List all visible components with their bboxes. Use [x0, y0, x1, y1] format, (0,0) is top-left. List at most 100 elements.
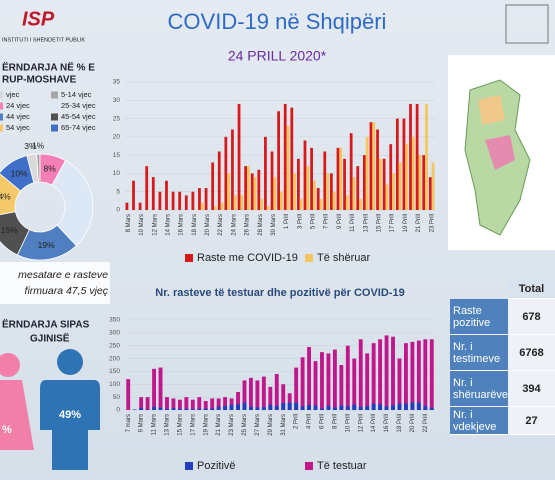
bar — [158, 407, 163, 410]
bar — [151, 177, 155, 210]
bar — [242, 402, 247, 410]
bar — [395, 118, 399, 210]
x-tick-label: 20 Prill — [410, 414, 416, 432]
bar — [378, 339, 383, 410]
bar — [165, 397, 169, 410]
table-row: Raste pozitive 678 — [450, 299, 555, 335]
male-icon — [40, 380, 100, 470]
x-tick-label: 8 Mars — [126, 214, 132, 232]
bar — [287, 393, 292, 410]
bar — [270, 151, 274, 210]
y-tick-label: 200 — [109, 355, 120, 362]
bar — [416, 340, 421, 410]
bar — [125, 202, 129, 210]
bar — [391, 336, 395, 410]
bar — [428, 177, 432, 210]
bar — [244, 166, 248, 210]
x-tick-label: 14 Mars — [165, 214, 171, 236]
bar — [145, 166, 149, 210]
bar — [384, 335, 389, 410]
institute: INSTITUTI I SHËNDETIT PUBLIK — [2, 36, 85, 43]
legend-label: 44 vjec — [6, 112, 30, 121]
x-tick-label: 11 Prill — [350, 214, 356, 232]
pie-label: 15% — [1, 225, 18, 235]
gender-title: ËRNDARJA SIPAS — [2, 318, 90, 331]
bar — [345, 195, 349, 210]
bar — [336, 147, 340, 210]
bar — [240, 195, 244, 210]
bar — [397, 403, 402, 410]
bar — [352, 404, 357, 410]
pie-label: 8% — [44, 163, 57, 173]
female-label: % — [2, 424, 12, 436]
bar — [365, 136, 369, 210]
legend-label: 5-14 vjec — [61, 90, 92, 99]
bar — [323, 151, 327, 210]
bar — [411, 136, 415, 210]
legend-label: Të testuar — [317, 460, 367, 472]
bar — [349, 133, 353, 210]
bar — [310, 147, 313, 210]
legend-label: Pozitivë — [197, 460, 236, 472]
bar — [203, 408, 208, 410]
bar — [307, 405, 311, 410]
bar — [281, 384, 286, 410]
bar — [177, 399, 182, 410]
note: firmuara 47,5 vjeç — [25, 285, 109, 297]
bar — [397, 358, 402, 410]
bar — [320, 352, 324, 410]
table-value: 6768 — [508, 335, 555, 371]
bar — [274, 405, 279, 410]
bar — [138, 202, 142, 210]
legend-swatch — [51, 91, 58, 99]
bar — [423, 339, 428, 410]
bar — [359, 199, 362, 210]
bar — [398, 162, 402, 210]
bar — [274, 374, 279, 410]
x-tick-label: 6 Prill — [320, 414, 326, 429]
x-tick-label: 31 Mars — [281, 414, 287, 436]
bar — [422, 155, 426, 210]
bar — [372, 122, 376, 210]
x-tick-label: 19 Prill — [403, 214, 409, 232]
bar — [184, 397, 189, 410]
pie-label: 1% — [32, 140, 45, 150]
bar — [332, 349, 337, 410]
bar — [158, 191, 162, 210]
bar — [299, 199, 303, 210]
x-tick-label: 25 Mars — [242, 414, 248, 436]
bar — [280, 191, 283, 210]
y-tick-label: 350 — [109, 317, 120, 324]
bar — [312, 180, 316, 210]
legend-swatch — [51, 102, 58, 110]
x-tick-label: 13 Mars — [165, 414, 171, 436]
bar — [261, 376, 266, 410]
legend-swatch — [0, 124, 3, 132]
bar — [313, 361, 318, 410]
bar — [339, 365, 344, 410]
bar — [229, 404, 234, 410]
bar — [382, 158, 386, 210]
x-tick-label: 14 Prill — [371, 414, 377, 432]
bar — [249, 406, 253, 410]
table-row: Nr. i testimeve 6768 — [450, 335, 555, 371]
bar — [343, 158, 346, 210]
age-title: ËRNDARJA NË % E — [2, 61, 95, 74]
x-tick-label: 24 Mars — [231, 214, 237, 236]
legend-label: 24 vjec — [6, 101, 30, 110]
bar — [371, 403, 376, 410]
x-tick-label: 30 Mars — [271, 214, 277, 236]
note: mesatare e rasteve — [18, 269, 108, 281]
x-tick-label: 23 Prill — [429, 214, 435, 232]
bar — [402, 118, 406, 210]
x-tick-label: 17 Prill — [390, 214, 396, 232]
bar — [220, 202, 224, 210]
bar — [378, 404, 383, 410]
legend-swatch — [0, 91, 3, 99]
title: COVID-19 në Shqipëri — [168, 9, 387, 34]
x-tick-label: 10 Prill — [345, 414, 351, 432]
bar — [339, 147, 343, 210]
y-tick-label: 5 — [116, 188, 120, 195]
x-tick-label: 3 Prill — [297, 214, 303, 229]
